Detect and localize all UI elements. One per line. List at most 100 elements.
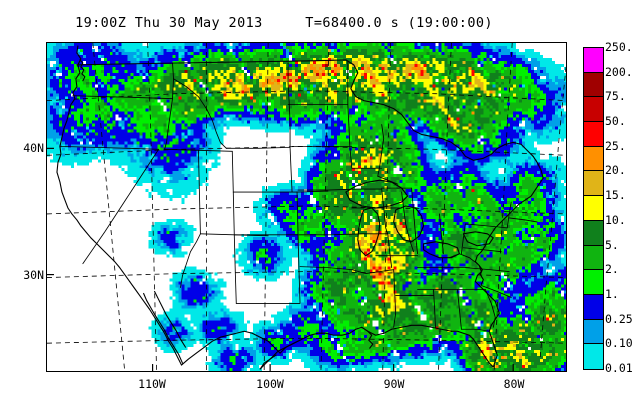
colorbar-tick-50: 50. bbox=[605, 114, 626, 129]
graticule-lon-110w bbox=[147, 43, 157, 371]
colorbar-swatch-50 bbox=[584, 122, 603, 147]
coast-gulf-california bbox=[154, 290, 187, 348]
colorbar-tick-10: 10. bbox=[605, 212, 626, 227]
coast-mexico-east bbox=[259, 354, 277, 370]
colorbar-swatch-5 bbox=[584, 245, 603, 271]
map-boundaries bbox=[56, 45, 544, 370]
state-border-ga-fl bbox=[460, 328, 490, 332]
colorbar-swatch-75 bbox=[584, 97, 603, 123]
colorbar-tick-2: 2. bbox=[605, 262, 619, 277]
graticule-lon-75w bbox=[539, 66, 566, 360]
colorbar-tick-1: 1. bbox=[605, 286, 619, 301]
state-border-ny-vt bbox=[506, 201, 512, 229]
colorbar-tick-010: 0.10 bbox=[605, 336, 633, 351]
colorbar-swatch-10 bbox=[584, 220, 603, 246]
graticule-lat-40n bbox=[47, 145, 566, 156]
state-border-ms-al bbox=[433, 289, 436, 328]
state-border-al-ga bbox=[456, 289, 462, 330]
state-border-wa-or bbox=[72, 95, 173, 100]
graticule-lon-95w bbox=[320, 43, 330, 371]
state-border-mo-ks bbox=[381, 188, 389, 235]
colorbar-swatch-1 bbox=[584, 294, 603, 320]
x-axis-label-80w: 80W bbox=[503, 377, 525, 391]
colorbar-tick-25: 25. bbox=[605, 138, 626, 153]
state-border-pa-ny bbox=[464, 223, 508, 229]
coast-new-england bbox=[506, 155, 544, 217]
state-border-sd-mn-ia bbox=[348, 124, 383, 169]
graticule-lat-30n bbox=[47, 271, 566, 278]
graticule-lat-35n bbox=[47, 205, 566, 215]
state-border-ma-ct bbox=[508, 217, 538, 223]
state-border-co-ne bbox=[296, 190, 329, 193]
state-border-az-nm bbox=[233, 234, 237, 304]
state-border-nc-va bbox=[464, 267, 510, 273]
coast-baja bbox=[129, 280, 183, 366]
state-border-tx-la bbox=[393, 269, 397, 328]
state-border-pa-md bbox=[462, 247, 502, 253]
state-border-or-ca bbox=[59, 145, 159, 150]
colorbar-tick-250: 250. bbox=[605, 40, 633, 54]
graticule-lon-100w bbox=[263, 43, 269, 371]
colorbar-swatch-010 bbox=[584, 344, 603, 369]
colorbar-swatch-2 bbox=[584, 270, 603, 295]
graticule-lon-85w bbox=[438, 43, 452, 371]
colorbar-swatch-15 bbox=[584, 196, 603, 221]
colorbar-tick-15: 15. bbox=[605, 188, 626, 203]
state-border-ar-ok bbox=[387, 233, 393, 269]
x-axis-label-100w: 100W bbox=[256, 377, 284, 391]
coast-puget-sound bbox=[79, 59, 86, 82]
state-border-nv-ut bbox=[197, 149, 201, 235]
state-border-ga-sc bbox=[484, 289, 496, 328]
lake-ontario bbox=[462, 231, 494, 247]
colorbar-tick-200: 200. bbox=[605, 64, 633, 79]
state-border-nv-ca bbox=[82, 148, 159, 265]
state-border-oh-pa bbox=[460, 223, 466, 255]
state-border-in-oh bbox=[439, 213, 444, 255]
graticule-lon-115w bbox=[92, 43, 126, 371]
coast-mississippi-delta bbox=[367, 330, 374, 349]
border-mexico bbox=[180, 330, 303, 366]
map-plot-area bbox=[46, 42, 567, 372]
lat-lon-graticule bbox=[47, 43, 566, 371]
state-border-nm-tx bbox=[235, 234, 301, 304]
state-border-ks-ok bbox=[298, 233, 389, 236]
graticule-lat-45n bbox=[47, 90, 566, 102]
colorbar-swatch-20 bbox=[584, 171, 603, 197]
axis-tick-marks bbox=[47, 147, 514, 371]
graticule-lon-90w bbox=[382, 43, 392, 371]
colorbar-tick-001: 0.01 bbox=[605, 361, 633, 375]
coast-baja-gulf bbox=[143, 292, 184, 364]
colorbar-swatch-250 bbox=[584, 48, 603, 73]
colorbar-tick-20: 20. bbox=[605, 163, 626, 178]
state-border-ne-ks bbox=[297, 188, 383, 191]
colorbar-tick-025: 0.25 bbox=[605, 311, 633, 326]
colorbar-swatch-025 bbox=[584, 319, 603, 345]
x-axis-label-90w: 90W bbox=[383, 377, 405, 391]
state-border-mt-nd bbox=[287, 62, 291, 148]
state-border-az-ca bbox=[180, 233, 201, 288]
state-border-sc-nc bbox=[480, 285, 512, 298]
state-border-il-in bbox=[411, 187, 418, 255]
chart-title: 19:00Z Thu 30 May 2013 T=68400.0 s (19:0… bbox=[75, 15, 493, 31]
state-border-mn-wi bbox=[377, 124, 385, 177]
colorbar-swatch-25 bbox=[584, 146, 603, 172]
y-axis-label-30n: 30N bbox=[23, 268, 44, 282]
graticule-lat-25n bbox=[47, 337, 566, 344]
border-canada-49n bbox=[76, 59, 347, 66]
state-border-co-ks bbox=[296, 191, 299, 236]
lake-superior bbox=[345, 179, 409, 209]
colorbar-tick-75: 75. bbox=[605, 89, 626, 104]
border-canada-lakes bbox=[345, 59, 534, 161]
graticule-lon-80w bbox=[493, 43, 513, 371]
coast-pacific bbox=[56, 45, 131, 283]
lake-michigan bbox=[357, 207, 381, 257]
state-border-nd-mn bbox=[347, 60, 350, 125]
lake-huron bbox=[393, 205, 425, 243]
state-border-il-mo bbox=[401, 191, 415, 253]
x-axis-label-110w: 110W bbox=[138, 377, 166, 391]
colorbar bbox=[583, 47, 604, 370]
state-border-wy-sd bbox=[289, 146, 293, 193]
state-border-va-wv bbox=[449, 253, 478, 265]
y-axis-label-40n: 40N bbox=[23, 141, 44, 155]
